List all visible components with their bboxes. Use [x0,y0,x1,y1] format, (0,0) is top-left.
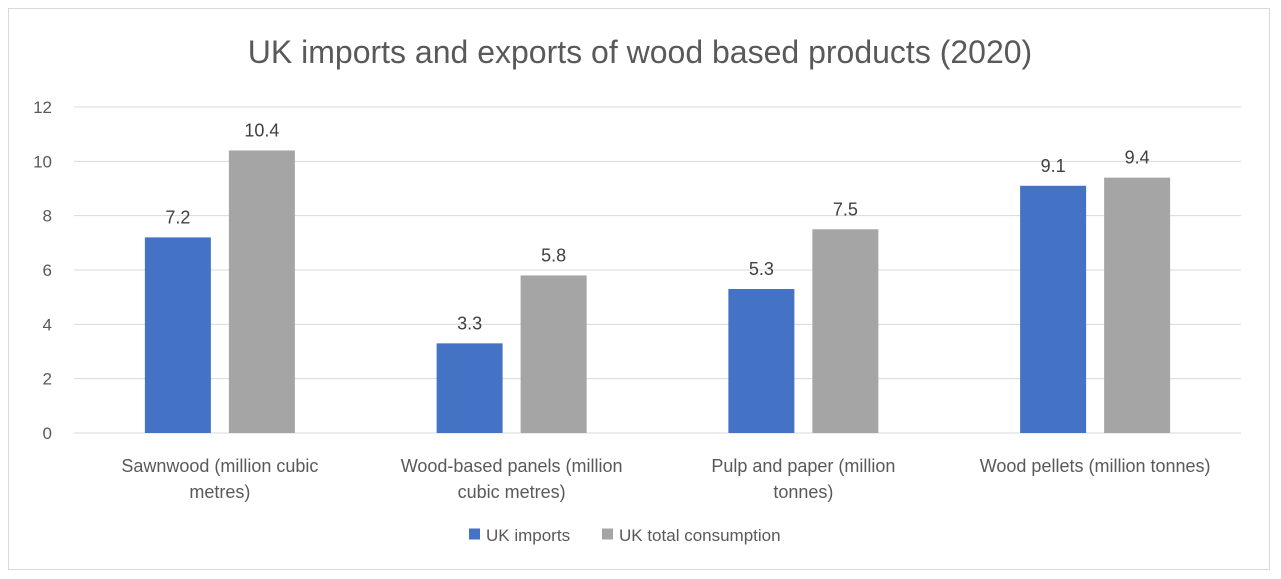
y-tick-label: 8 [43,207,52,226]
bar [1020,185,1087,433]
bar [144,237,211,433]
y-axis-ticks: 0 2 4 6 8 10 12 [33,98,52,443]
bar [1104,177,1171,433]
bar [228,150,295,433]
data-labels: 7.2 10.4 3.3 5.8 5.3 7.5 9.1 9.4 [165,120,1149,333]
chart-frame: UK imports and exports of wood based pro… [8,8,1270,570]
y-tick-label: 4 [43,315,52,334]
category-label: tonnes) [773,482,833,502]
y-tick-label: 6 [43,261,52,280]
data-label: 7.2 [165,207,190,227]
category-label: cubic metres) [458,482,566,502]
chart-title: UK imports and exports of wood based pro… [248,34,1032,70]
data-label: 3.3 [457,313,482,333]
category-label: Wood-based panels (million [401,456,623,476]
category-label: Pulp and paper (million [711,456,895,476]
y-tick-label: 0 [43,424,52,443]
legend-swatch [602,528,613,540]
category-label: metres) [189,482,250,502]
bar [812,229,879,433]
data-label: 9.1 [1041,156,1066,176]
y-tick-label: 2 [43,370,52,389]
legend-label: UK imports [486,526,570,545]
data-label: 9.4 [1125,148,1150,168]
data-label: 7.5 [833,199,858,219]
legend-label: UK total consumption [619,526,781,545]
category-label: Wood pellets (million tonnes) [980,456,1211,476]
legend-swatch [469,528,480,540]
data-label: 5.3 [749,259,774,279]
bar [436,343,503,433]
legend: UK imports UK total consumption [469,526,781,545]
y-tick-label: 10 [33,152,52,171]
category-label: Sawnwood (million cubic [121,456,318,476]
bar-chart: UK imports and exports of wood based pro… [33,34,1241,545]
bars [144,150,1171,433]
data-label: 5.8 [541,245,566,265]
y-tick-label: 12 [33,98,52,117]
data-label: 10.4 [244,120,279,140]
category-labels: Sawnwood (million cubic metres) Wood-based… [121,456,1210,502]
bar [728,289,795,433]
bar [520,275,587,433]
